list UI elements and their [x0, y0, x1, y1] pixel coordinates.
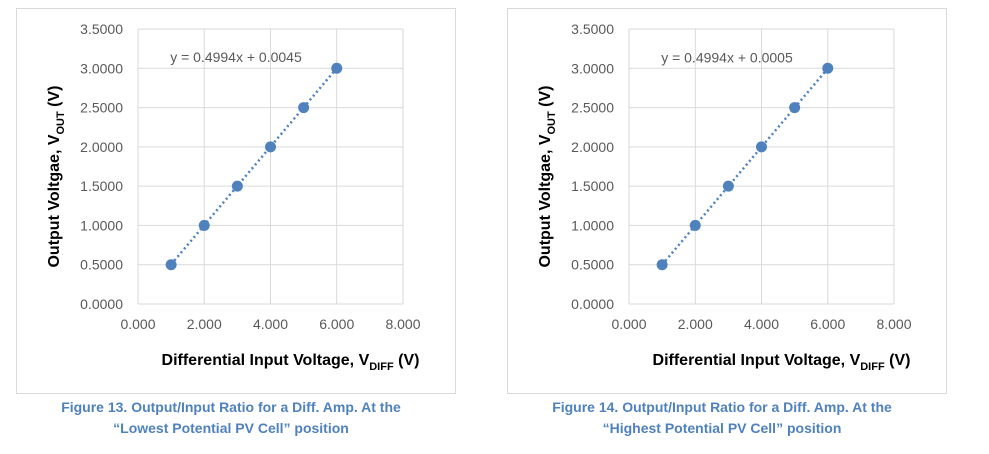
y-tick-label: 2.0000 [571, 139, 614, 155]
x-tick-label: 2.000 [187, 316, 222, 332]
y-tick-label: 3.0000 [80, 60, 123, 76]
data-point [756, 141, 767, 153]
x-tick-label: 6.000 [319, 316, 354, 332]
x-axis-title-unit: (V) [885, 352, 911, 369]
y-tick-label: 0.0000 [571, 296, 614, 312]
scatter-chart-1: 0.000 2.000 4.000 6.000 8.000 0.0000 0.5000 1.… [46, 21, 421, 373]
x-axis-title: Differential Input Voltage, VDIFF (V) [653, 352, 911, 373]
data-point [331, 62, 343, 74]
x-axis-title-subscript: DIFF [860, 361, 885, 373]
x-tick-label: 4.000 [744, 316, 779, 332]
y-tick-label: 0.5000 [571, 257, 614, 273]
y-tick-label: 0.5000 [80, 257, 123, 273]
data-point [656, 259, 668, 271]
x-axis-title-main: Differential Input Voltage, V [653, 352, 861, 369]
x-axis-title-subscript: DIFF [369, 361, 394, 373]
x-tick-label: 0.000 [611, 316, 646, 332]
y-tick-label: 2.0000 [80, 139, 123, 155]
data-point [822, 62, 834, 74]
y-axis-title-subscript: OUT [546, 111, 558, 135]
y-axis-title: Output Voltgae, VOUT (V) [46, 85, 67, 267]
y-tick-label: 1.5000 [571, 178, 614, 194]
y-axis-title-main: Output Voltgae, V [537, 134, 554, 267]
y-tick-label: 3.5000 [80, 21, 123, 37]
data-point [265, 141, 276, 153]
x-tick-label: 6.000 [810, 316, 845, 332]
caption-line-2: “Lowest Potential PV Cell” position [113, 420, 349, 436]
y-tick-label: 3.5000 [571, 21, 614, 37]
data-point [198, 219, 210, 231]
data-point [722, 180, 734, 192]
y-tick-label: 0.0000 [80, 296, 123, 312]
x-axis-title-main: Differential Input Voltage, V [162, 352, 370, 369]
y-axis-title-main: Output Voltgae, V [46, 134, 63, 267]
y-axis-title-unit: (V) [46, 85, 63, 111]
x-tick-label: 0.000 [120, 316, 155, 332]
chart-area: 0.000 2.000 4.000 6.000 8.000 0.0000 0.5000 1.… [16, 8, 456, 394]
y-tick-label: 3.0000 [571, 60, 614, 76]
chart-area: 0.000 2.000 4.000 6.000 8.000 0.0000 0.5000 1.… [507, 8, 947, 394]
x-tick-label: 4.000 [253, 316, 288, 332]
figure-caption: Figure 13. Output/Input Ratio for a Diff… [16, 397, 446, 439]
data-point [789, 102, 801, 114]
trendline-equation: y = 0.4994x + 0.0045 [170, 49, 302, 65]
trendline [661, 67, 829, 266]
figure-caption: Figure 14. Output/Input Ratio for a Diff… [507, 397, 937, 439]
trendline [170, 67, 338, 266]
x-axis-title: Differential Input Voltage, VDIFF (V) [162, 352, 420, 373]
y-tick-label: 2.5000 [80, 100, 123, 116]
scatter-chart-2: 0.000 2.000 4.000 6.000 8.000 0.0000 0.5000 1.… [537, 21, 912, 373]
caption-line-1: Figure 13. Output/Input Ratio for a Diff… [61, 399, 401, 415]
y-axis-title: Output Voltgae, VOUT (V) [537, 85, 558, 267]
trendline-equation: y = 0.4994x + 0.0005 [661, 50, 793, 66]
x-tick-label: 8.000 [385, 316, 420, 332]
x-tick-label: 2.000 [678, 316, 713, 332]
caption-line-2: “Highest Potential PV Cell” position [602, 420, 842, 436]
data-point [231, 180, 243, 192]
data-point [298, 102, 310, 114]
caption-line-1: Figure 14. Output/Input Ratio for a Diff… [552, 399, 892, 415]
y-tick-label: 1.5000 [80, 178, 123, 194]
y-tick-label: 2.5000 [571, 100, 614, 116]
data-point [689, 219, 701, 231]
data-point [165, 259, 177, 271]
y-axis-title-subscript: OUT [55, 111, 67, 135]
y-tick-label: 1.0000 [80, 217, 123, 233]
y-axis-title-unit: (V) [537, 85, 554, 111]
x-axis-title-unit: (V) [394, 352, 420, 369]
x-tick-label: 8.000 [876, 316, 911, 332]
y-tick-label: 1.0000 [571, 217, 614, 233]
